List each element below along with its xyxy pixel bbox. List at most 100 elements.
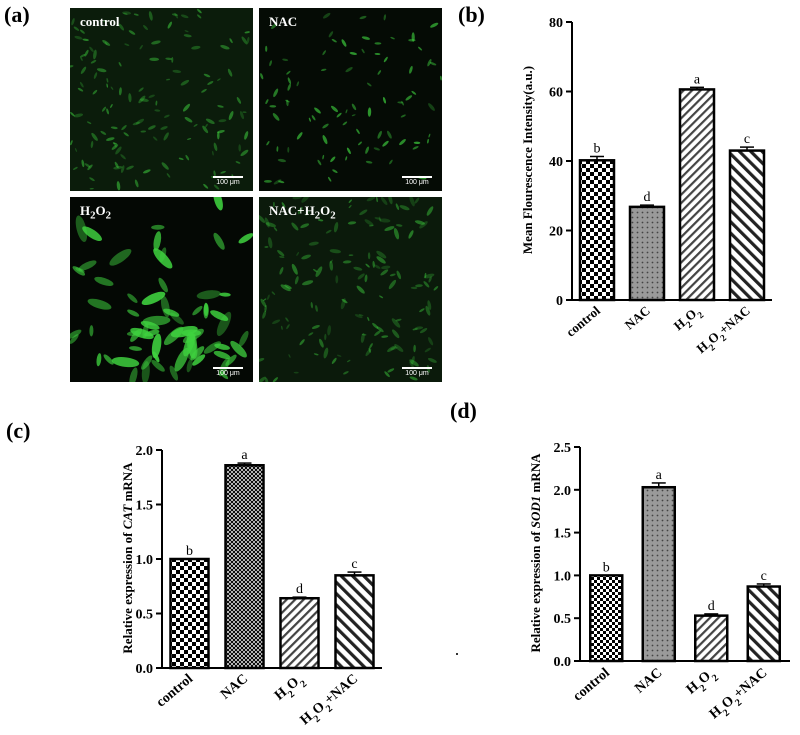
cell-blob [265,377,269,382]
cell-blob [113,165,123,170]
cell-blob [129,346,142,351]
cell-blob [349,52,358,55]
cell-blob [152,136,158,141]
cell-blob [227,68,233,77]
cell-blob [342,260,352,264]
cell-blob [190,346,205,361]
cell-blob [388,279,397,290]
y-tick-label: 1.5 [554,527,572,542]
cell-blob [301,280,314,286]
cell-blob [106,83,108,88]
scale-bar-text: 100 μm [216,370,240,377]
cell-blob [427,357,437,363]
cell-blob [217,78,221,81]
cell-blob [260,298,267,307]
cell-blob [374,330,381,336]
panel-label-b: (b) [458,2,485,27]
micrograph-nac-h2o2: NAC+H2O2 100 μm [259,197,442,382]
cell-blob [246,36,250,44]
cell-blob [132,121,140,126]
cell-blob [315,304,318,312]
x-tick-label: NAC [218,672,251,703]
cell-blob [218,119,227,123]
cell-blob [185,154,190,161]
cell-blob [440,75,442,81]
cell-blob [197,8,202,14]
cell-blob [341,298,348,304]
cell-blob [118,87,122,96]
cell-blob [74,148,78,152]
cell-blob [262,298,267,301]
cell-blob [120,154,126,160]
cell-blob [291,222,299,231]
cell-blob [264,217,270,228]
cell-blob [128,30,136,35]
cell-blob [409,361,414,368]
cell-blob [174,347,189,372]
cell-blob [427,138,429,144]
cell-blob [369,343,373,349]
label-part: NAC+H [269,203,315,218]
y-tick-label: 80 [549,16,563,31]
cell-blob [102,20,109,23]
cell-blob [322,12,331,19]
cell-blob [377,130,382,139]
cell-blob [239,330,249,347]
cell-blob [359,15,367,20]
cell-blob [426,206,434,216]
cell-blob [330,156,336,163]
cell-blob [415,284,423,288]
panel-label-c: (c) [6,418,31,443]
cell-blob [291,263,298,275]
cell-blob [351,103,357,111]
bar [279,596,320,670]
cell-blob [205,118,215,124]
cell-blob [128,93,132,103]
cell-blob [428,276,432,283]
cell-blob [387,345,396,353]
cell-blob [138,87,144,92]
chart-d-sod1-expression: 0.0 0.5 1.0 1.5 2.0 2.5 Relative expression of… [528,441,790,726]
cell-blob [361,48,365,54]
cell-blob [331,357,337,364]
micrograph-grid: control 100 μm NAC 100 μm H2O2 100 μm NA… [70,8,442,382]
cell-blob [238,233,253,244]
cell-blob [281,325,283,330]
cell-blob [386,130,392,139]
cell-blob [148,11,153,21]
cell-blob [90,140,94,149]
cell-blob [271,22,278,30]
cell-blob [271,291,276,295]
cell-blob [285,99,290,103]
cell-blob [414,220,425,225]
cell-blob [192,305,203,316]
cell-blob [353,266,363,271]
cell-blob [424,272,427,279]
cell-blob [376,250,387,259]
cell-blob [118,62,122,67]
cell-blob [419,221,428,229]
cell-blob [411,32,415,42]
cell-blob [267,294,270,300]
y-axis-label: Relative expression of SOD1 mRNA [528,453,543,653]
cell-blob [111,357,140,368]
cell-blob [167,21,173,29]
micrograph-label-nac-h2o2: NAC+H2O2 [269,203,336,222]
y-tick-label: 0.5 [554,612,572,627]
label-part: H [80,203,91,218]
scale-bar: 100 μm [213,367,243,377]
cell-blob [361,333,367,336]
cell-blob [418,46,423,51]
cell-blob [320,68,327,72]
micrograph-h2o2: H2O2 100 μm [70,197,253,382]
cell-blob [348,205,352,209]
cell-blob [311,325,320,329]
cell-blob [322,123,329,129]
cell-blob [217,131,220,140]
cell-blob [419,308,425,313]
cell-blob [178,157,184,160]
label-subscript: 2 [330,209,336,222]
cell-blob [183,34,192,38]
scale-bar: 100 μm [213,176,243,186]
